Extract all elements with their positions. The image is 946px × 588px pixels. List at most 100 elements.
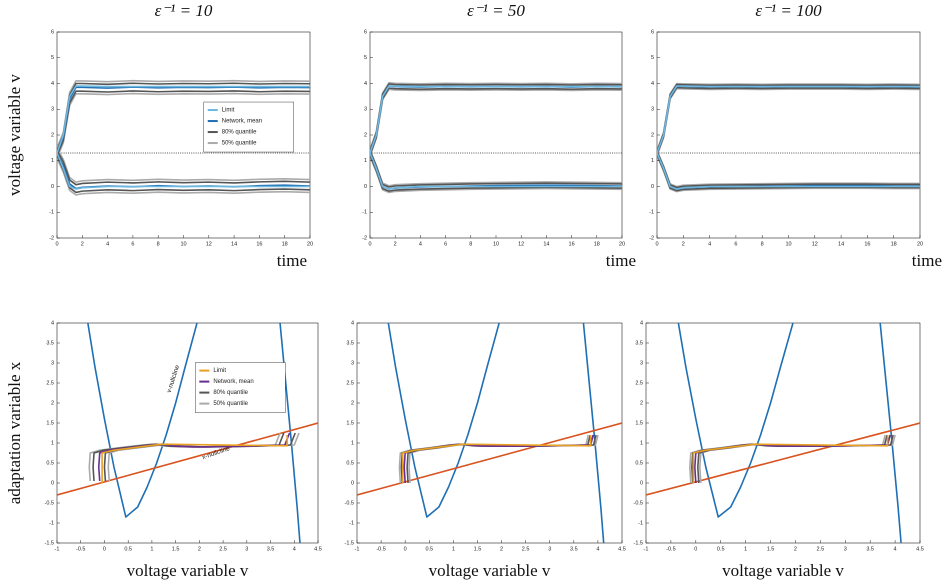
y-tick-label: 2.5: [46, 380, 54, 386]
y-tick-label: 1: [351, 440, 354, 446]
y-axis-label: voltage variable v: [5, 74, 24, 196]
x-tick-label: -0.5: [666, 546, 675, 552]
y-tick-label: 5: [51, 55, 54, 61]
x-tick-label: 6: [734, 241, 737, 247]
y-tick-label: 0: [351, 480, 354, 486]
legend-label: 80% quantile: [222, 130, 257, 136]
x-tick-label: 3: [245, 546, 248, 552]
y-tick-label: -1: [49, 210, 54, 216]
x-tick-label: 2.5: [817, 546, 825, 552]
series-line: [370, 83, 622, 152]
y-tick-label: 4: [640, 320, 643, 326]
series-line: [370, 149, 622, 187]
trajectory: [692, 435, 889, 483]
x-tick-label: 12: [518, 241, 524, 247]
y-tick-label: 2.5: [346, 380, 354, 386]
x-tick-label: 14: [543, 241, 549, 247]
x-tick-label: -1: [55, 546, 60, 552]
y-tick-label: -1: [349, 520, 354, 526]
y-tick-label: 2: [640, 400, 643, 406]
x-tick-label: 10: [180, 241, 186, 247]
x-tick-label: 1: [744, 546, 747, 552]
y-tick-label: 5: [364, 55, 367, 61]
y-tick-label: 2.5: [635, 380, 643, 386]
panel: [646, 323, 920, 543]
y-tick-label: -1: [49, 520, 54, 526]
x-tick-label: 0: [404, 546, 407, 552]
y-tick-label: -1.5: [45, 540, 54, 546]
x-tick-label: 2: [682, 241, 685, 247]
x-tick-label: 20: [307, 241, 313, 247]
y-tick-label: 4: [364, 81, 367, 87]
x-tick-label: 4: [596, 546, 599, 552]
series-line: [370, 156, 622, 194]
x-tick-label: 14: [838, 241, 844, 247]
x-tick-label: 3.5: [267, 546, 275, 552]
y-tick-label: 4: [51, 320, 54, 326]
x-tick-label: 4: [293, 546, 296, 552]
y-tick-label: 2: [51, 400, 54, 406]
trajectory: [101, 435, 288, 483]
x-tick-label: -1: [355, 546, 360, 552]
y-tick-label: 1: [651, 158, 654, 164]
x-tick-label: 10: [493, 241, 499, 247]
x-tick-label: 2: [794, 546, 797, 552]
x-tick-label: 16: [569, 241, 575, 247]
x-axis-label: voltage variable v: [722, 561, 844, 580]
legend-box: [195, 362, 286, 413]
series-line: [657, 86, 920, 155]
x-tick-label: 18: [891, 241, 897, 247]
series-line: [57, 157, 310, 196]
y-tick-label: -0.5: [634, 500, 643, 506]
y-tick-label: -0.5: [45, 500, 54, 506]
x-axis-label: time: [277, 251, 307, 270]
x-tick-label: 8: [761, 241, 764, 247]
panel: [57, 79, 310, 196]
x-tick-label: 20: [917, 241, 923, 247]
nullcline: [357, 422, 622, 496]
y-tick-label: -1: [638, 520, 643, 526]
x-tick-label: 8: [157, 241, 160, 247]
x-tick-label: 3.5: [866, 546, 874, 552]
x-tick-label: 3: [548, 546, 551, 552]
y-tick-label: 1: [364, 158, 367, 164]
x-tick-label: 16: [256, 241, 262, 247]
y-tick-label: 0: [51, 480, 54, 486]
nullcline: [57, 422, 318, 496]
y-tick-label: 3: [364, 107, 367, 113]
x-tick-label: 2: [394, 241, 397, 247]
nullcline: [387, 323, 500, 518]
x-tick-label: 3.5: [570, 546, 578, 552]
x-tick-label: 12: [206, 241, 212, 247]
x-tick-label: 1.5: [767, 546, 775, 552]
x-tick-label: 3: [844, 546, 847, 552]
y-tick-label: 4: [51, 81, 54, 87]
x-tick-label: 4: [419, 241, 422, 247]
y-tick-label: 3: [51, 107, 54, 113]
series-line: [657, 155, 920, 193]
y-tick-label: 3: [351, 360, 354, 366]
series-line: [57, 147, 310, 183]
y-tick-label: 2: [651, 132, 654, 138]
y-tick-label: 1.5: [635, 420, 643, 426]
x-axis-label: time: [912, 251, 942, 270]
nullcline: [582, 323, 605, 543]
nullcline: [677, 323, 794, 518]
y-tick-label: 4: [651, 81, 654, 87]
x-tick-label: 18: [282, 241, 288, 247]
y-tick-label: 0: [651, 184, 654, 190]
x-tick-label: 1: [150, 546, 153, 552]
x-tick-label: 2.5: [522, 546, 530, 552]
series-line: [57, 86, 310, 154]
y-tick-label: -2: [362, 235, 367, 241]
series-line: [370, 154, 622, 192]
x-tick-label: 6: [131, 241, 134, 247]
x-tick-label: 14: [231, 241, 237, 247]
x-tick-label: 0: [694, 546, 697, 552]
y-tick-label: 2: [351, 400, 354, 406]
x-tick-label: 4.5: [314, 546, 322, 552]
y-tick-label: 2: [364, 132, 367, 138]
legend-label: Limit: [213, 368, 226, 374]
x-tick-label: 2: [81, 241, 84, 247]
x-tick-label: 8: [469, 241, 472, 247]
